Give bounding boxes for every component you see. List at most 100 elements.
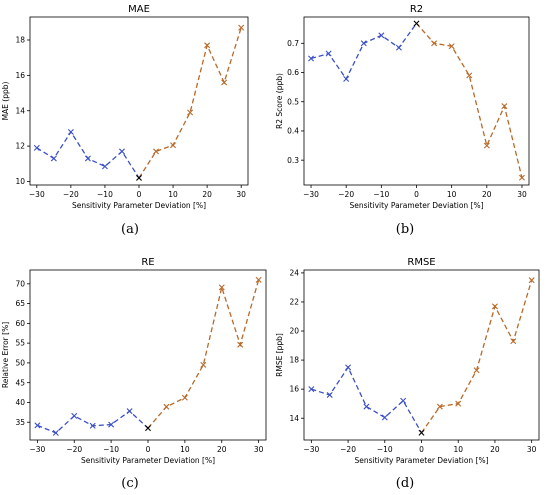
x-tick-label: −10 — [377, 445, 393, 454]
data-point-marker — [145, 425, 151, 432]
series-line-positive — [147, 279, 260, 429]
x-tick-label: −10 — [103, 445, 119, 454]
data-point-marker — [153, 148, 160, 155]
y-tick-label: 14 — [15, 106, 25, 115]
x-tick-label: −20 — [340, 445, 356, 454]
x-tick-label: 10 — [453, 445, 463, 454]
y-axis-label: RMSE [ppb] — [275, 333, 284, 377]
data-point-marker — [50, 155, 57, 162]
data-point-marker — [118, 148, 125, 155]
x-tick-label: 10 — [168, 190, 178, 199]
x-tick-label: −20 — [63, 190, 79, 199]
data-point-marker — [413, 20, 420, 27]
chart-title: MAE — [128, 4, 150, 15]
y-tick-label: 40 — [15, 398, 25, 407]
x-tick-label: 20 — [217, 445, 227, 454]
data-point-marker — [345, 364, 352, 371]
x-axis-label: Sensitivity Parameter Deviation [%] — [349, 201, 483, 210]
data-point-marker — [308, 55, 315, 62]
series-line-negative — [36, 130, 140, 179]
series-line-positive — [420, 279, 533, 434]
data-point-marker — [67, 128, 74, 135]
chart-title: R2 — [410, 4, 423, 15]
chart-panel-3: RE −30 −20 −10 0 10 20 30 35 40 45 50 55 60 65 70 Sensit… — [1, 257, 267, 465]
data-point-marker — [238, 24, 245, 31]
plot-frame — [303, 16, 530, 186]
y-tick-label: 0.7 — [287, 39, 299, 48]
data-point-marker — [381, 414, 388, 421]
plot-frame — [29, 16, 249, 186]
x-axis-label: Sensitivity Parameter Deviation [%] — [81, 456, 215, 465]
y-tick-label: 0.6 — [287, 68, 299, 77]
y-tick-label: 12 — [15, 142, 25, 151]
x-tick-label: 0 — [419, 445, 424, 454]
data-point-marker — [237, 341, 244, 348]
data-point-marker — [400, 397, 407, 404]
data-point-marker — [101, 163, 108, 170]
x-tick-label: 20 — [490, 445, 500, 454]
x-tick-label: −20 — [338, 190, 354, 199]
y-tick-label: 70 — [15, 279, 25, 288]
x-tick-label: 10 — [180, 445, 190, 454]
x-tick-label: −10 — [373, 190, 389, 199]
y-tick-label: 55 — [15, 339, 25, 348]
x-tick-label: 0 — [137, 190, 142, 199]
caption-d: (d) — [395, 476, 415, 491]
x-tick-label: −30 — [29, 190, 45, 199]
y-tick-label: 14 — [289, 414, 299, 423]
data-point-marker — [34, 422, 41, 429]
data-point-marker — [308, 386, 315, 393]
data-point-marker — [528, 277, 535, 284]
data-point-marker — [181, 394, 188, 401]
y-tick-label: 60 — [15, 319, 25, 328]
data-point-marker — [431, 40, 438, 47]
data-point-marker — [360, 40, 367, 47]
x-tick-label: −10 — [97, 190, 113, 199]
x-tick-label: 0 — [414, 190, 419, 199]
y-tick-label: 18 — [289, 356, 299, 365]
x-tick-label: 30 — [527, 445, 537, 454]
data-point-marker — [418, 429, 425, 436]
data-point-marker — [255, 276, 262, 283]
x-tick-label: 20 — [202, 190, 212, 199]
series-line-positive — [416, 22, 523, 178]
data-point-marker — [200, 361, 207, 368]
data-point-marker — [221, 79, 228, 86]
caption-b: (b) — [395, 222, 415, 237]
chart-title: RE — [141, 257, 154, 268]
data-point-marker — [187, 109, 194, 116]
chart-title: RMSE — [407, 257, 435, 268]
y-tick-label: 24 — [289, 269, 299, 278]
y-axis-label: R2 Score (ppb) — [275, 73, 284, 129]
y-tick-label: 35 — [15, 418, 25, 427]
data-point-marker — [343, 75, 350, 82]
data-point-marker — [170, 142, 177, 149]
chart-panel-2: R2 −30 −20 −10 0 10 20 30 0.3 0.4 0.5 0.6 0.7 Sensiti… — [275, 4, 530, 210]
data-point-marker — [491, 303, 498, 310]
caption-c: (c) — [121, 476, 139, 491]
data-point-marker — [71, 412, 78, 419]
data-point-marker — [33, 144, 40, 151]
data-point-marker — [510, 338, 517, 345]
data-point-marker — [52, 429, 59, 436]
data-point-marker — [108, 421, 115, 428]
y-tick-label: 50 — [15, 359, 25, 368]
data-point-marker — [466, 72, 473, 79]
data-point-marker — [363, 403, 370, 410]
data-point-marker — [89, 422, 96, 429]
y-tick-label: 22 — [289, 298, 299, 307]
data-point-marker — [518, 174, 525, 181]
data-point-marker — [501, 103, 508, 110]
data-point-marker — [325, 50, 332, 57]
data-point-marker — [483, 142, 490, 149]
y-tick-label: 0.4 — [287, 127, 299, 136]
chart-panel-1: MAE −30 −20 −10 0 10 20 30 10 12 14 16 18 Sensitivity… — [1, 4, 249, 210]
data-point-marker — [163, 403, 170, 410]
series-line-positive — [138, 27, 242, 179]
y-tick-label: 16 — [289, 385, 299, 394]
x-tick-label: −20 — [66, 445, 82, 454]
y-tick-label: 45 — [15, 378, 25, 387]
y-tick-label: 65 — [15, 299, 25, 308]
x-axis-label: Sensitivity Parameter Deviation [%] — [72, 201, 206, 210]
